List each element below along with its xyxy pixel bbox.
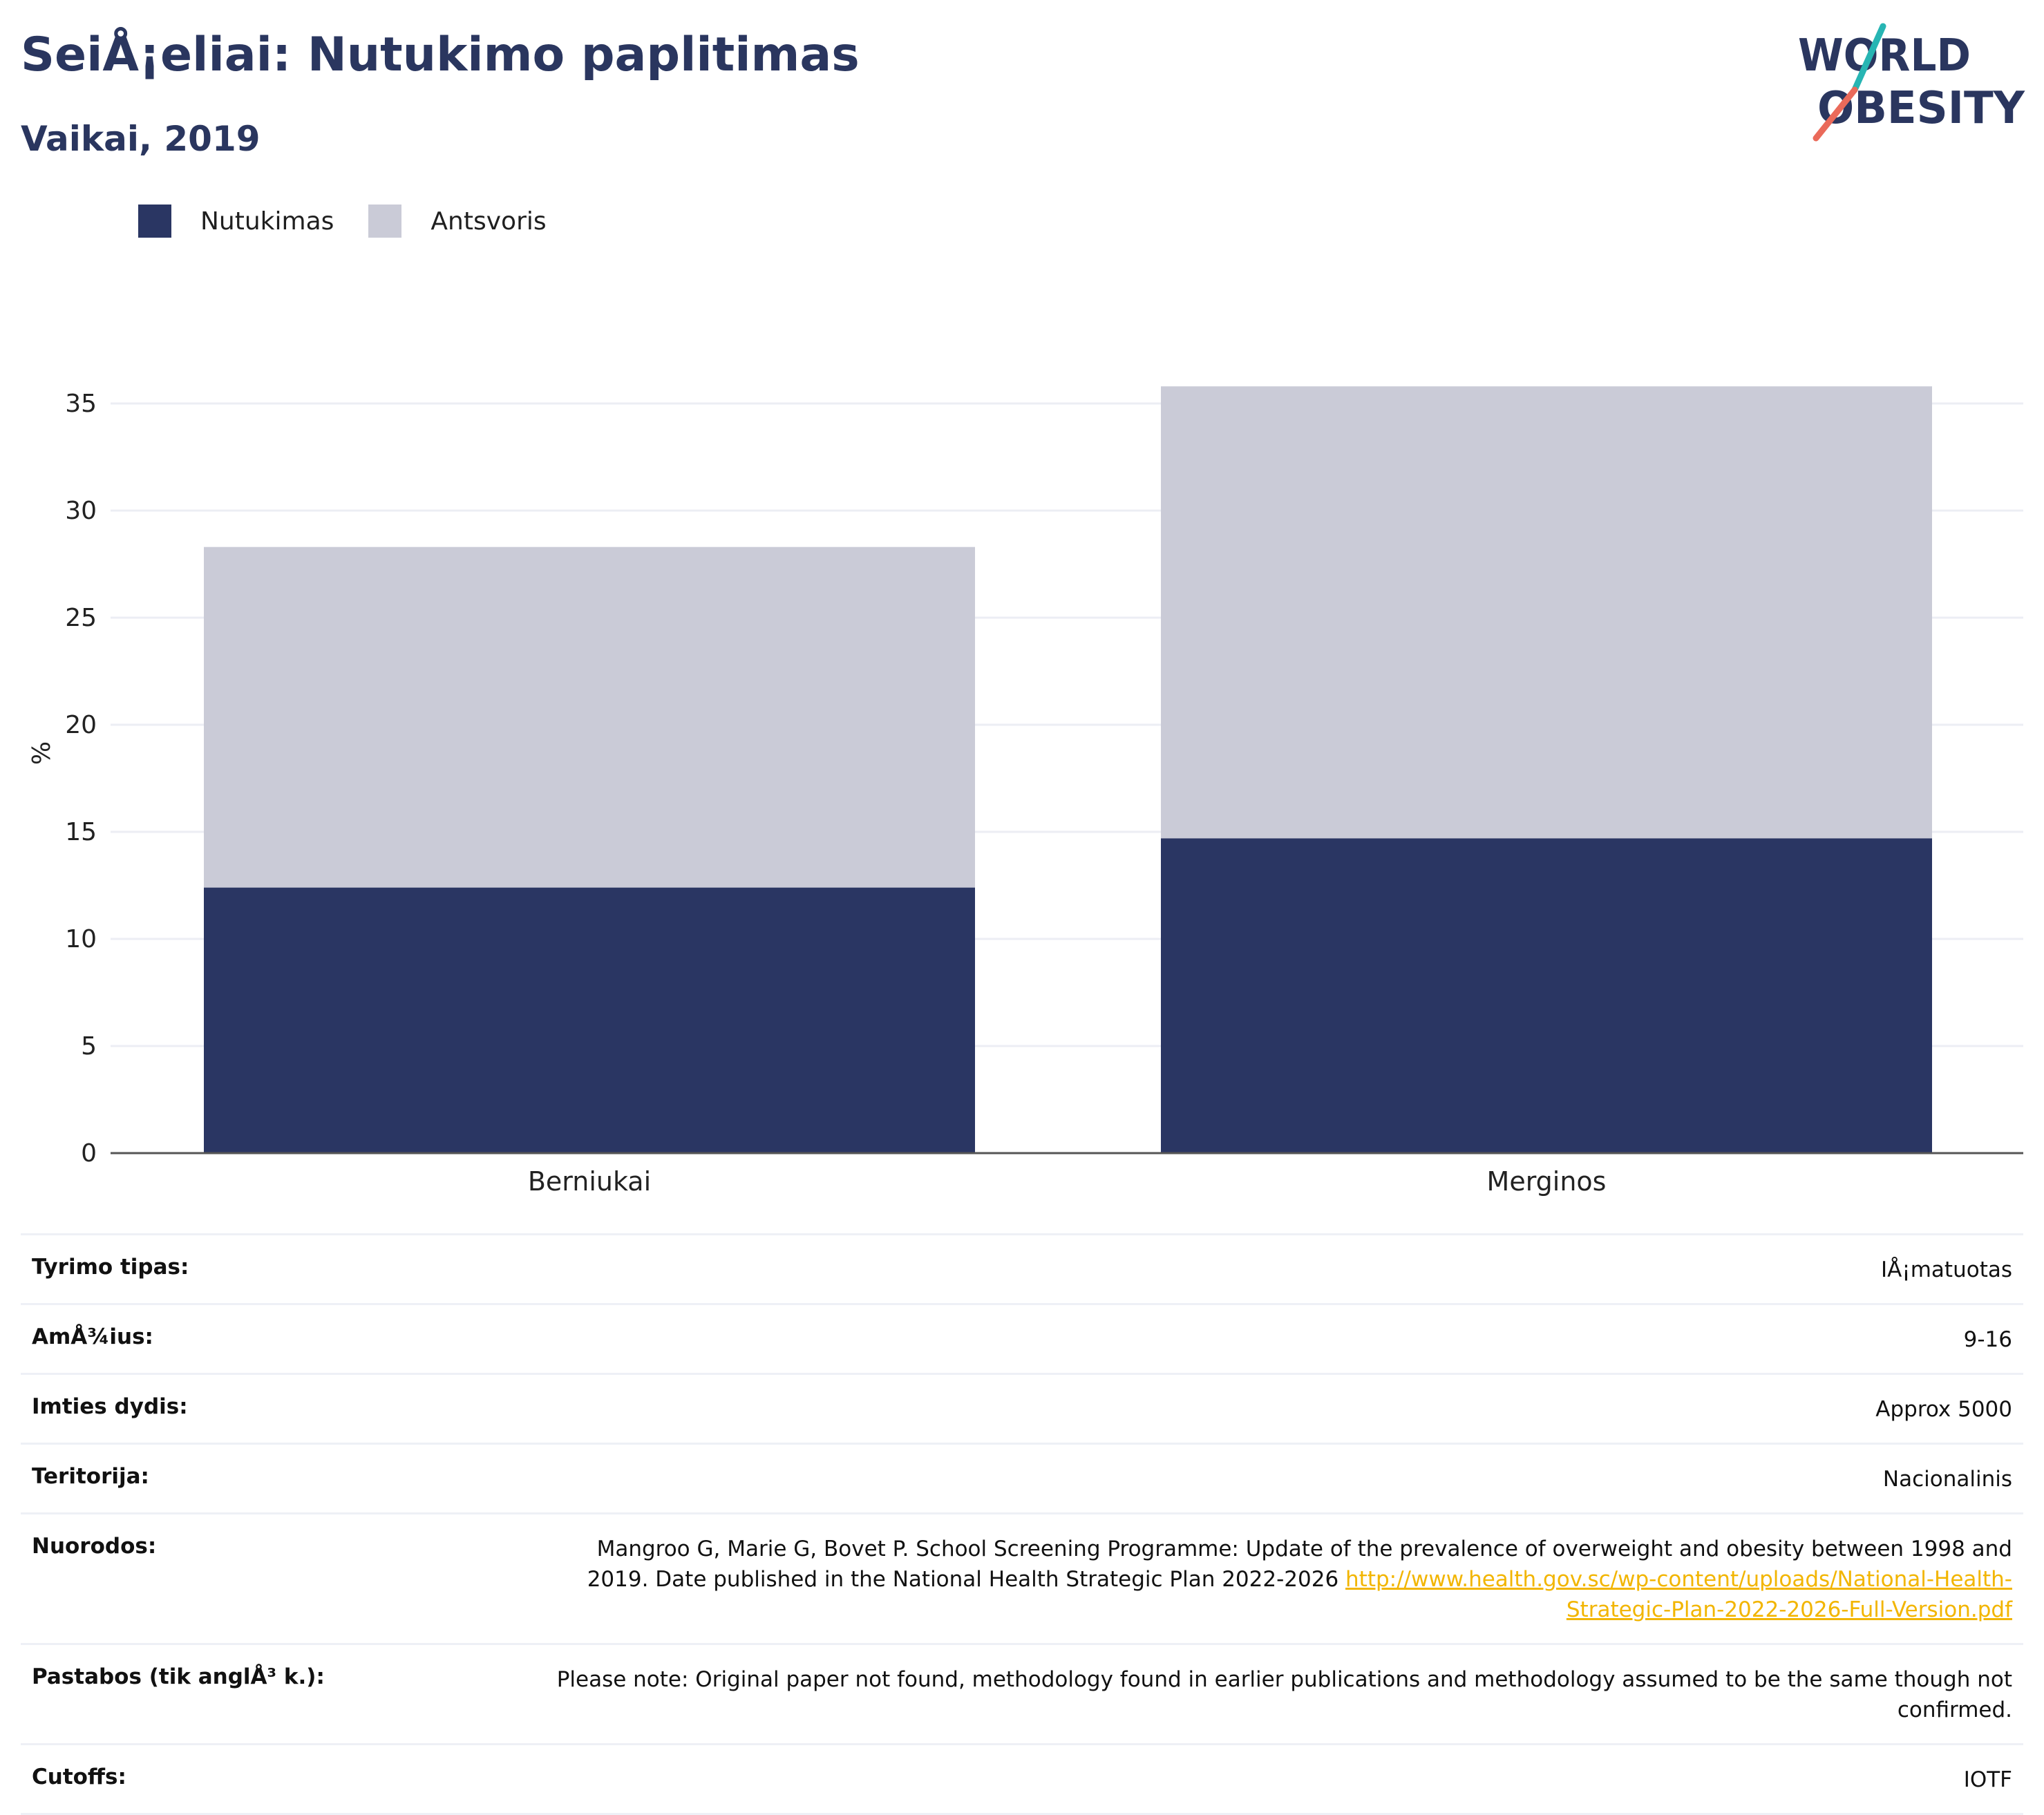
bar-overweight-merginos[interactable] [1161, 386, 1932, 839]
info-label: Teritorija: [32, 1464, 149, 1489]
info-value: Nacionalinis [1882, 1467, 2012, 1492]
y-axis-label: % [28, 741, 56, 765]
info-row-cutoffs: Cutoffs: IOTF [21, 1743, 2023, 1815]
bars [204, 386, 1932, 1153]
info-label: Tyrimo tipas: [32, 1255, 189, 1280]
legend-item-obesity[interactable]: Nutukimas [138, 205, 334, 238]
y-tick-label: 20 [65, 711, 97, 739]
x-category-label: Merginos [1487, 1166, 1607, 1197]
stacked-bar-chart: 0 5 10 15 20 25 30 35 Berniukai Merginos % [28, 386, 2023, 1197]
logo-stroke-teal [1851, 23, 1886, 93]
chart-legend: Nutukimas Antsvoris [138, 205, 581, 238]
info-value: Approx 5000 [1875, 1397, 2012, 1422]
legend-label-overweight: Antsvoris [430, 207, 547, 236]
bar-obesity-berniukai[interactable] [204, 887, 975, 1153]
y-tick-label: 35 [65, 390, 97, 418]
info-row-territory: Teritorija: Nacionalinis [21, 1443, 2023, 1512]
info-row-age: AmÅ¾ius: 9-16 [21, 1303, 2023, 1373]
bar-obesity-merginos[interactable] [1161, 838, 1932, 1153]
y-tick-label: 10 [65, 925, 97, 953]
y-axis-ticks: 0 5 10 15 20 25 30 35 [65, 390, 97, 1168]
info-row-references: Nuorodos: Mangroo G, Marie G, Bovet P. S… [21, 1512, 2023, 1643]
y-tick-label: 30 [65, 497, 97, 525]
study-info-table: Tyrimo tipas: IÅ¡matuotas AmÅ¾ius: 9-16 … [21, 1233, 2023, 1815]
info-value: IOTF [1963, 1767, 2012, 1792]
legend-item-overweight[interactable]: Antsvoris [368, 205, 547, 238]
y-tick-label: 15 [65, 818, 97, 846]
info-value: IÅ¡matuotas [1880, 1257, 2012, 1282]
y-tick-label: 5 [81, 1032, 97, 1061]
info-label: Cutoffs: [32, 1765, 126, 1789]
y-tick-label: 25 [65, 604, 97, 632]
logo-stroke-coral [1813, 86, 1858, 142]
info-label: Nuorodos: [32, 1534, 157, 1559]
x-category-label: Berniukai [528, 1166, 651, 1197]
info-value: Please note: Original paper not found, m… [556, 1667, 2012, 1722]
info-label: AmÅ¾ius: [32, 1324, 153, 1349]
info-label: Pastabos (tik anglÅ³ k.): [32, 1664, 325, 1689]
reference-link[interactable]: http://www.health.gov.sc/wp-content/uplo… [1345, 1567, 2012, 1622]
legend-swatch-obesity [138, 205, 171, 238]
y-tick-label: 0 [81, 1139, 97, 1168]
info-row-study-type: Tyrimo tipas: IÅ¡matuotas [21, 1233, 2023, 1303]
bar-overweight-berniukai[interactable] [204, 547, 975, 888]
world-obesity-logo: WORLD OBESITY [1798, 23, 2025, 142]
x-axis-labels: Berniukai Merginos [528, 1166, 1607, 1197]
chart-title: SeiÅ¡eliai: Nutukimo paplitimas [21, 28, 860, 82]
legend-swatch-overweight [368, 205, 402, 238]
reference-text: Mangroo G, Marie G, Bovet P. School Scre… [587, 1537, 2012, 1592]
chart-subtitle: Vaikai, 2019 [21, 119, 261, 159]
info-value: 9-16 [1963, 1327, 2012, 1352]
logo-word-world: WORLD [1798, 30, 1971, 82]
legend-label-obesity: Nutukimas [200, 207, 334, 236]
info-row-sample-size: Imties dydis: Approx 5000 [21, 1373, 2023, 1443]
info-value-references: Mangroo G, Marie G, Bovet P. School Scre… [547, 1534, 2012, 1625]
info-label: Imties dydis: [32, 1394, 188, 1419]
info-row-notes: Pastabos (tik anglÅ³ k.): Please note: O… [21, 1643, 2023, 1743]
